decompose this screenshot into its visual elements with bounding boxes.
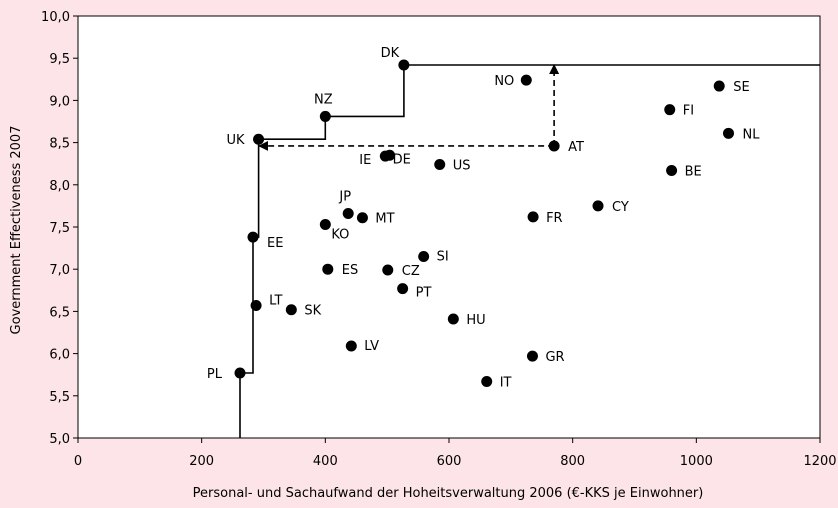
data-point-lv: [345, 340, 357, 352]
y-tick-label: 8,0: [49, 179, 70, 194]
y-tick-label: 5,5: [49, 390, 70, 405]
y-tick-label: 6,0: [49, 348, 70, 363]
data-label-gr: GR: [545, 350, 564, 365]
plot-area: [77, 15, 821, 439]
data-label-pt: PT: [416, 286, 432, 301]
y-tick-label: 9,5: [49, 52, 70, 67]
data-label-ee: EE: [267, 236, 283, 251]
y-tick-label: 9,0: [49, 94, 70, 109]
x-axis-title: Personal- und Sachaufwand der Hoheitsver…: [193, 486, 704, 501]
data-point-es: [322, 263, 334, 275]
data-label-ko: KO: [331, 227, 349, 242]
data-point-pt: [397, 283, 409, 295]
data-point-us: [434, 159, 446, 171]
data-label-lv: LV: [364, 339, 379, 354]
data-label-be: BE: [685, 164, 702, 179]
data-point-dk: [398, 59, 410, 71]
x-tick-label: 1000: [680, 454, 713, 469]
data-label-dk: DK: [381, 46, 400, 61]
y-tick-label: 10,0: [41, 10, 70, 25]
data-label-no: NO: [494, 74, 514, 89]
data-point-ko: [319, 218, 331, 230]
data-label-sk: SK: [304, 304, 321, 319]
data-point-se: [713, 80, 725, 92]
data-point-it: [481, 375, 493, 387]
data-label-de: DE: [393, 152, 411, 167]
data-label-mt: MT: [375, 212, 394, 227]
data-point-no: [520, 74, 532, 86]
data-point-fi: [664, 104, 676, 116]
x-tick-label: 200: [189, 454, 214, 469]
data-point-cy: [592, 200, 604, 212]
data-label-cz: CZ: [402, 264, 420, 279]
data-label-us: US: [453, 159, 471, 174]
data-point-at: [548, 140, 560, 152]
x-tick-label: 400: [313, 454, 338, 469]
data-label-se: SE: [733, 80, 749, 95]
data-point-ee: [247, 231, 259, 243]
data-point-nl: [722, 127, 734, 139]
data-label-jp: JP: [338, 189, 351, 204]
data-point-fr: [527, 211, 539, 223]
data-label-fr: FR: [546, 211, 563, 226]
data-label-uk: UK: [227, 133, 246, 148]
data-label-es: ES: [342, 263, 358, 278]
y-tick-label: 7,5: [49, 221, 70, 236]
data-label-cy: CY: [612, 200, 629, 215]
data-label-fi: FI: [683, 104, 694, 119]
data-point-nz: [319, 110, 331, 122]
data-label-ie: IE: [359, 153, 371, 168]
data-label-hu: HU: [466, 313, 485, 328]
y-tick-label: 5,0: [49, 432, 70, 447]
data-point-lt: [250, 299, 262, 311]
data-label-pl: PL: [207, 367, 223, 382]
data-label-at: AT: [568, 140, 584, 155]
y-tick-label: 6,5: [49, 305, 70, 320]
data-label-it: IT: [500, 375, 512, 390]
data-point-sk: [285, 304, 297, 316]
x-tick-label: 0: [74, 454, 82, 469]
data-point-hu: [447, 313, 459, 325]
x-tick-label: 1200: [803, 454, 836, 469]
x-tick-label: 800: [560, 454, 585, 469]
data-point-mt: [356, 212, 368, 224]
data-point-de: [384, 149, 396, 161]
data-label-si: SI: [437, 250, 449, 265]
data-point-be: [666, 164, 678, 176]
data-point-uk: [253, 133, 265, 145]
y-tick-label: 8,5: [49, 137, 70, 152]
x-tick-label: 600: [437, 454, 462, 469]
data-label-nl: NL: [742, 127, 760, 142]
data-point-gr: [526, 350, 538, 362]
data-point-cz: [382, 264, 394, 276]
data-point-pl: [234, 367, 246, 379]
data-label-nz: NZ: [314, 92, 333, 107]
y-axis-title: Government Effectiveness 2007: [9, 126, 24, 335]
data-point-si: [418, 251, 430, 263]
y-tick-label: 7,0: [49, 263, 70, 278]
data-point-jp: [342, 207, 354, 219]
data-label-lt: LT: [269, 293, 282, 308]
